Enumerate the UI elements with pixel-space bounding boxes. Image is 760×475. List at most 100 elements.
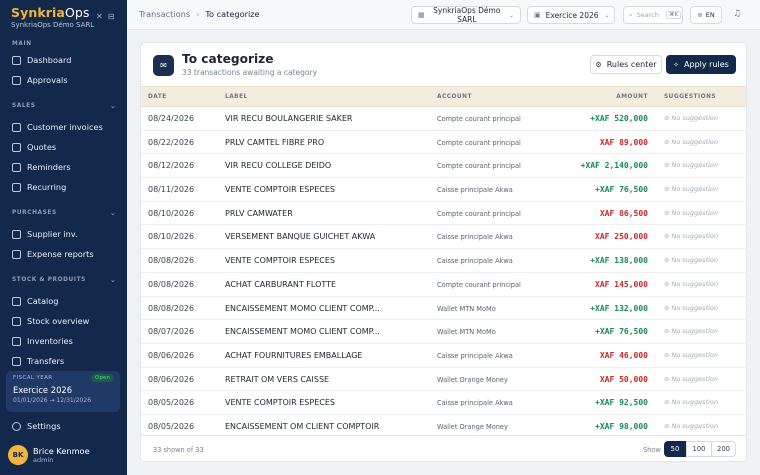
organization-switcher[interactable]: ▦ SynkriaOps Démo SARL ⌄ [411,6,521,24]
breadcrumb-parent[interactable]: Transactions [139,9,191,19]
sidebar-item-reminders[interactable]: Reminders [12,160,71,174]
cell-suggestion[interactable]: ⊘ No suggestion [664,114,718,122]
tag-icon: ⊘ [664,114,672,122]
suggestion-text: No suggestion [671,208,719,217]
quote-icon [12,142,21,152]
tag-icon: ⊘ [664,350,672,359]
cell-amount: +XAF 92,500 [595,398,648,408]
column-date[interactable]: DATE [148,94,167,100]
inventory-icon [12,336,21,346]
table-row[interactable]: 08/10/2026 VERSEMENT BANQUE GUICHET AKWA C… [141,225,746,250]
column-amount[interactable]: AMOUNT [616,94,648,100]
cell-suggestion[interactable]: ⊘ No suggestion [664,209,718,217]
table-row[interactable]: 08/22/2026 PRLV CAMTEL FIBRE PRO Compte co… [141,131,746,155]
cell-label: VENTE COMPTOIR ESPECES [225,398,335,408]
language-code: EN [705,11,715,19]
cell-suggestion[interactable]: ⊘ No suggestion [664,398,718,406]
cell-suggestion[interactable]: ⊘ No suggestion [664,327,718,335]
tag-icon: ⊘ [664,208,672,217]
table-row[interactable]: 08/10/2026 PRLV CAMWATER Compte courant pr… [141,202,746,226]
fiscal-year-range: 01/01/2026 → 12/31/2026 [13,397,92,404]
section-purchases[interactable]: PURCHASES ⌄ [12,209,116,217]
suggestion-text: No suggestion [671,374,719,383]
column-account[interactable]: ACCOUNT [437,94,472,100]
cell-suggestion[interactable]: ⊘ No suggestion [664,185,718,193]
collapse-sidebar-icon[interactable]: ⊟ [107,12,115,21]
cell-suggestion[interactable]: ⊘ No suggestion [664,256,718,264]
sidebar-item-catalog[interactable]: Catalog [12,294,58,308]
cell-suggestion[interactable]: ⊘ No suggestion [664,161,718,169]
section-stock[interactable]: STOCK & PRODUITS ⌄ [12,276,116,284]
table-row[interactable]: 08/12/2026 VIR RECU COLLEGE DEIDO Compte c… [141,154,746,179]
cell-suggestion[interactable]: ⊘ No suggestion [664,280,718,288]
sidebar-item-quotes[interactable]: Quotes [12,140,56,154]
search-input[interactable]: ⌕ Search ⌘K [623,6,683,24]
rules-icon: ⚙ [595,60,602,69]
page-size-50[interactable]: 50 [664,441,686,457]
table-row[interactable]: 08/08/2026 ENCAISSEMENT MOMO CLIENT COMP.… [141,297,746,321]
cell-label: ACHAT FOURNITURES EMBALLAGE [225,350,363,360]
table-row[interactable]: 08/08/2026 ACHAT CARBURANT FLOTTE Compte c… [141,273,746,297]
sidebar-item-recurring[interactable]: Recurring [12,180,66,194]
recurring-icon [12,182,21,192]
cell-amount: XAF 89,000 [599,137,648,147]
cell-suggestion[interactable]: ⊘ No suggestion [664,375,718,383]
section-sales[interactable]: SALES ⌄ [12,102,116,110]
page-size-100[interactable]: 100 [686,441,712,457]
tag-icon: ⊘ [664,185,672,194]
cell-suggestion[interactable]: ⊘ No suggestion [664,138,718,146]
gear-icon [12,421,21,431]
sidebar-item-supplier-invoices[interactable]: Supplier inv. [12,227,78,241]
exercise-switcher[interactable]: ▣ Exercice 2026 ⌄ [527,6,615,24]
table-row[interactable]: 08/08/2026 VENTE COMPTOIR ESPECES Caisse p… [141,249,746,273]
table-row[interactable]: 08/07/2026 ENCAISSEMENT MOMO CLIENT COMP.… [141,320,746,344]
sidebar-item-settings[interactable]: Settings [12,419,61,433]
chevron-down-icon: ⌄ [508,11,514,19]
cell-suggestion[interactable]: ⊘ No suggestion [664,422,718,430]
company-name: SynkriaOps Démo SARL [11,21,95,29]
suggestion-text: No suggestion [671,279,719,288]
cell-date: 08/08/2026 [148,279,195,289]
bell-icon[interactable]: ♫ [733,9,742,19]
cell-amount: XAF 46,000 [599,350,648,360]
cell-label: ENCAISSEMENT MOMO CLIENT COMP... [225,303,380,313]
expense-icon [12,249,21,259]
row-count: 33 shown of 33 [153,446,204,454]
cell-label: VIR RECU BOULANGERIE SAKER [225,114,353,123]
invoice-icon [12,122,21,132]
dashboard-icon [12,55,21,65]
sidebar-item-approvals[interactable]: Approvals [12,73,68,87]
cell-date: 08/05/2026 [148,398,195,408]
sidebar-item-transfers[interactable]: Transfers [12,354,64,368]
cell-suggestion[interactable]: ⊘ No suggestion [664,232,718,240]
table-row[interactable]: 08/11/2026 VENTE COMPTOIR ESPECES Caisse p… [141,178,746,202]
rules-center-button[interactable]: ⚙ Rules center [590,55,662,74]
table-row[interactable]: 08/06/2026 RETRAIT OM VERS CAISSE Wallet O… [141,368,746,392]
sidebar-item-customer-invoices[interactable]: Customer invoices [12,120,103,134]
table-row[interactable]: 08/24/2026 VIR RECU BOULANGERIE SAKER Comp… [141,107,746,131]
fiscal-year-card[interactable]: FISCAL YEAR Open Exercice 2026 01/01/202… [6,371,120,412]
cell-suggestion[interactable]: ⊘ No suggestion [664,304,718,312]
suggestion-text: No suggestion [671,350,719,359]
sidebar-item-label: Quotes [27,142,57,152]
table-row[interactable]: 08/06/2026 ACHAT FOURNITURES EMBALLAGE Cai… [141,344,746,368]
apply-rules-button[interactable]: ✧ Apply rules [666,55,736,74]
tag-icon: ⊘ [664,327,672,336]
brand-logo[interactable]: SynkriaOps [11,5,90,20]
section-purchases-label: PURCHASES [12,210,57,216]
sidebar-item-stock-overview[interactable]: Stock overview [12,314,89,328]
pin-icon[interactable]: ✕ [96,12,103,21]
cell-date: 08/06/2026 [148,374,195,384]
cell-label: RETRAIT OM VERS CAISSE [225,374,330,384]
sidebar-item-dashboard[interactable]: Dashboard [12,53,71,67]
sidebar-item-inventories[interactable]: Inventories [12,334,73,348]
cell-date: 08/10/2026 [148,232,195,242]
sidebar-item-expense-reports[interactable]: Expense reports [12,247,94,261]
approvals-icon [12,75,21,85]
cell-account: Caisse principale Akwa [437,351,513,360]
cell-suggestion[interactable]: ⊘ No suggestion [664,351,718,359]
column-label[interactable]: LABEL [225,94,248,100]
page-size-200[interactable]: 200 [711,441,736,457]
language-switcher[interactable]: ⊕ EN [690,6,722,24]
table-row[interactable]: 08/05/2026 VENTE COMPTOIR ESPECES Caisse p… [141,391,746,415]
